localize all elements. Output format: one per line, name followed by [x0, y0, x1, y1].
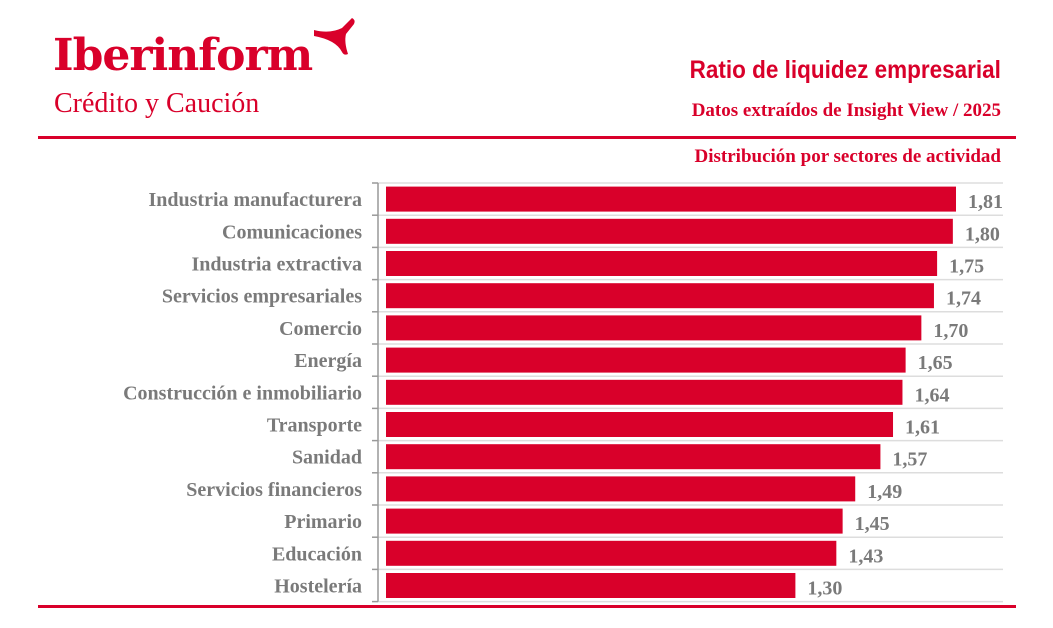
bar [386, 347, 906, 373]
value-label: 1,65 [918, 352, 953, 374]
logo-mark-icon [314, 18, 355, 55]
value-label: 1,30 [807, 578, 842, 600]
category-label: Primario [284, 511, 362, 533]
category-label: Industria manufacturera [148, 189, 362, 211]
chart-subtitle: Datos extraídos de Insight View / 2025 [691, 100, 1001, 121]
category-label: Construcción e inmobiliario [123, 382, 362, 404]
category-label: Servicios financieros [186, 479, 362, 501]
bar [386, 540, 837, 566]
value-label: 1,57 [892, 449, 927, 471]
category-label: Energía [294, 350, 362, 372]
logo-tagline: Crédito y Caución [54, 88, 260, 119]
value-label: 1,43 [848, 545, 883, 567]
value-label: 1,80 [965, 223, 1000, 245]
value-label: 1,64 [914, 384, 949, 406]
value-label: 1,74 [946, 288, 981, 310]
bar [386, 315, 922, 341]
value-label: 1,81 [968, 191, 1003, 213]
category-label: Servicios empresariales [162, 286, 362, 308]
bar [386, 508, 843, 534]
value-label: 1,49 [867, 481, 902, 503]
bar [386, 218, 953, 244]
bar [386, 476, 856, 502]
value-label: 1,75 [949, 256, 984, 278]
bar [386, 283, 934, 309]
category-label: Comunicaciones [222, 221, 362, 243]
value-label: 1,61 [905, 417, 940, 439]
category-label: Comercio [279, 318, 362, 340]
category-label: Transporte [267, 415, 362, 437]
category-label: Educación [272, 543, 362, 565]
bottom-divider [38, 605, 1016, 608]
bar [386, 444, 881, 470]
value-label: 1,45 [855, 513, 890, 535]
chart-title: Ratio de liquidez empresarial [689, 56, 1001, 84]
category-label: Hostelería [274, 576, 362, 598]
section-title: Distribución por sectores de actividad [694, 146, 1001, 167]
category-label: Sanidad [292, 447, 362, 469]
category-label: Industria extractiva [191, 254, 362, 276]
bar [386, 573, 796, 598]
value-label: 1,70 [933, 320, 968, 342]
top-divider [38, 136, 1016, 139]
bar [386, 251, 938, 276]
logo-wordmark: Iberinform [53, 30, 313, 81]
bar [386, 379, 903, 405]
bar [386, 186, 956, 212]
bar [386, 412, 894, 437]
